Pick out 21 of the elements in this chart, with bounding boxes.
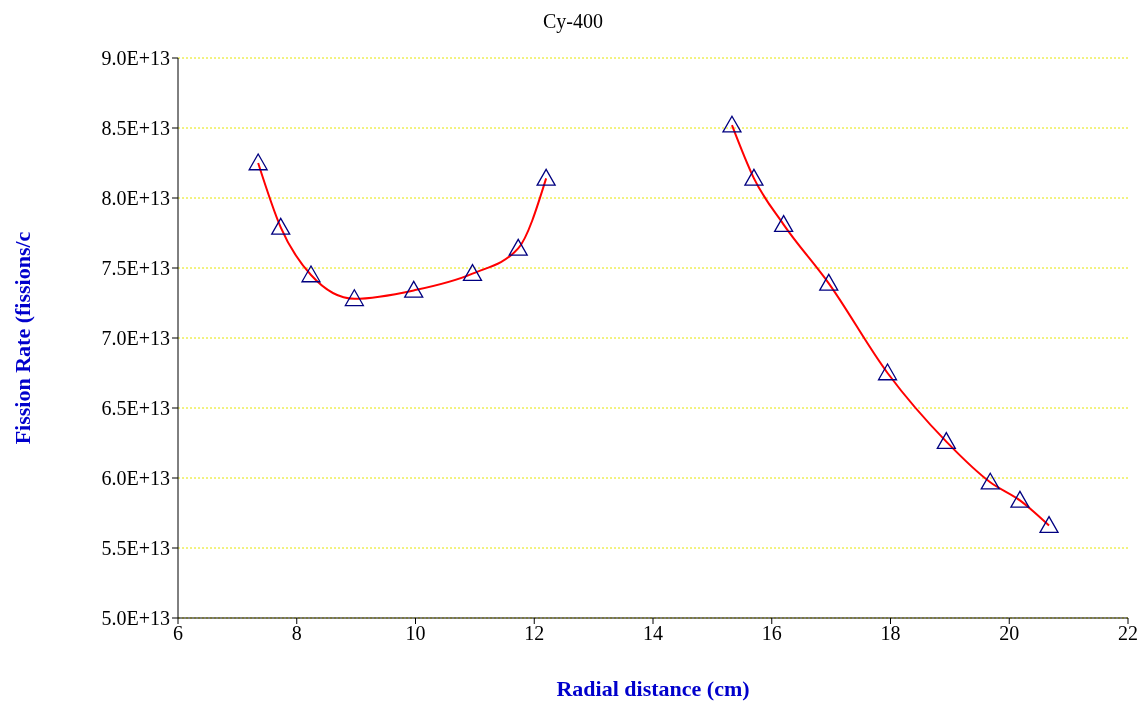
y-tick-label: 6.0E+13 <box>101 467 170 490</box>
y-tick-label: 6.5E+13 <box>101 397 170 420</box>
y-tick-label: 7.5E+13 <box>101 257 170 280</box>
y-axis-title: Fission Rate (fissions/c <box>9 231 35 445</box>
x-tick-label: 20 <box>999 622 1020 645</box>
y-tick-label: 5.5E+13 <box>101 537 170 560</box>
x-tick-label: 22 <box>1118 622 1138 645</box>
chart-title: Cy-400 <box>542 9 604 35</box>
y-tick-label: 8.5E+13 <box>101 117 170 140</box>
x-tick-label: 12 <box>524 622 545 645</box>
x-tick-label: 6 <box>173 622 183 645</box>
y-tick-label: 8.0E+13 <box>101 187 170 210</box>
x-axis-title: Radial distance (cm) <box>556 675 750 701</box>
x-tick-label: 8 <box>291 622 302 645</box>
x-tick-label: 18 <box>880 622 901 645</box>
y-tick-label: 9.0E+13 <box>101 47 170 70</box>
y-tick-label: 5.0E+13 <box>101 607 170 630</box>
x-tick-label: 10 <box>405 622 426 645</box>
x-tick-label: 14 <box>643 622 663 645</box>
y-tick-label: 7.0E+13 <box>101 327 170 350</box>
x-tick-label: 16 <box>761 622 782 645</box>
